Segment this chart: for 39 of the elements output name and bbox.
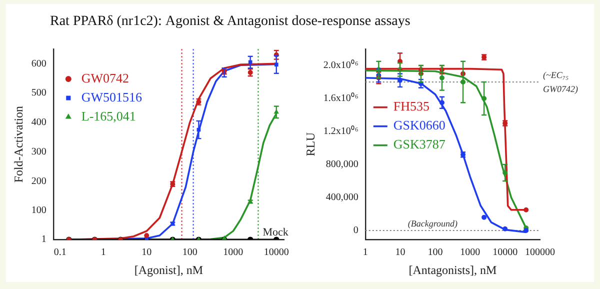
y-tick-label: 300: [31, 146, 46, 158]
x-tick-label: 10000: [264, 247, 289, 258]
legend-label: GW0742: [81, 70, 130, 86]
ref-line-label: (Background): [408, 218, 458, 229]
x-tick-label: 1: [362, 247, 368, 258]
y-axis-title: RLU: [303, 132, 318, 156]
y-tick-label: 1.6x10⁰⁶: [323, 92, 359, 104]
y-tick-label: 200: [31, 176, 46, 187]
legend-label: GSK0660: [393, 118, 446, 133]
x-tick-label: 100: [428, 247, 443, 258]
chart-title: Rat PPARδ (nr1c2): Agonist & Antagonist dose-response assays: [50, 14, 410, 30]
y-tick-label: 600: [31, 58, 46, 70]
x-tick-label: 100000: [525, 247, 555, 258]
annotation: Mock: [262, 226, 289, 239]
y-tick-label: 1.2x10⁰⁶: [323, 125, 359, 138]
y-axis-title: Fold-Activation: [11, 106, 26, 183]
x-axis-title: [Antagonists], nM: [408, 262, 498, 277]
y-tick-label: 100: [31, 205, 46, 216]
x-axis-title: [Agonist], nM: [134, 262, 204, 277]
x-tick-label: 10: [142, 247, 152, 258]
y-tick-label: 0: [353, 225, 358, 236]
x-tick-label: 1000: [223, 247, 244, 258]
x-tick-label: 100: [182, 247, 198, 258]
x-tick-label: 0.1: [54, 247, 66, 258]
legend-label: FH535: [393, 98, 430, 114]
y-tick-label: 500: [31, 88, 46, 99]
y-tick-label: 1: [41, 234, 46, 246]
legend-label: L-165,041: [81, 108, 136, 124]
legend-label: GSK3787: [393, 136, 446, 152]
y-tick-label: 400: [31, 117, 46, 128]
x-tick-label: 1: [100, 247, 106, 258]
ref-line-label: (~EC₇₅ GW0742): [543, 70, 578, 94]
y-tick-label: 2.0x10⁰⁶: [323, 59, 359, 72]
y-tick-label: 800,000: [326, 159, 358, 170]
x-tick-label: 10000: [492, 247, 518, 258]
x-tick-label: 1000: [460, 247, 480, 258]
legend-label: GW501516: [81, 89, 143, 104]
x-tick-label: 10: [395, 247, 406, 258]
y-tick-label: 400,000: [326, 192, 358, 204]
